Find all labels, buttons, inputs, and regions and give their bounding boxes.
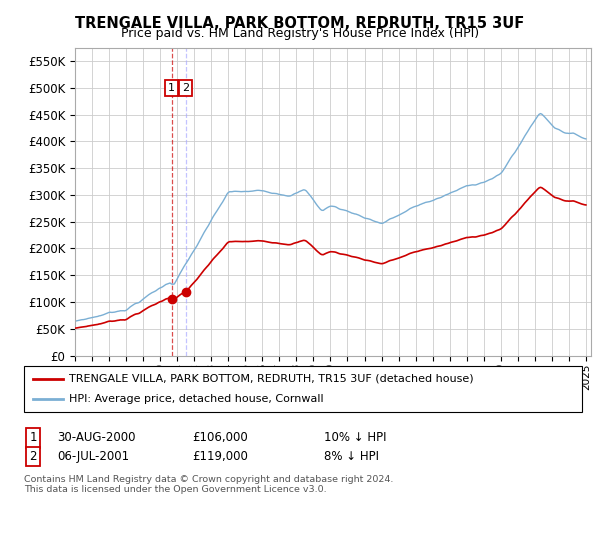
Text: 10% ↓ HPI: 10% ↓ HPI (324, 431, 386, 445)
Text: 30-AUG-2000: 30-AUG-2000 (57, 431, 136, 445)
Text: TRENGALE VILLA, PARK BOTTOM, REDRUTH, TR15 3UF (detached house): TRENGALE VILLA, PARK BOTTOM, REDRUTH, TR… (69, 374, 473, 384)
Text: £106,000: £106,000 (192, 431, 248, 445)
Text: 2: 2 (182, 83, 189, 93)
Text: 1: 1 (168, 83, 175, 93)
Text: 8% ↓ HPI: 8% ↓ HPI (324, 450, 379, 463)
Text: HPI: Average price, detached house, Cornwall: HPI: Average price, detached house, Corn… (69, 394, 323, 404)
Text: 1: 1 (29, 431, 37, 445)
Text: 06-JUL-2001: 06-JUL-2001 (57, 450, 129, 463)
Text: TRENGALE VILLA, PARK BOTTOM, REDRUTH, TR15 3UF: TRENGALE VILLA, PARK BOTTOM, REDRUTH, TR… (76, 16, 524, 31)
Text: Price paid vs. HM Land Registry's House Price Index (HPI): Price paid vs. HM Land Registry's House … (121, 27, 479, 40)
Text: Contains HM Land Registry data © Crown copyright and database right 2024.
This d: Contains HM Land Registry data © Crown c… (24, 475, 394, 494)
Text: 2: 2 (29, 450, 37, 463)
Text: £119,000: £119,000 (192, 450, 248, 463)
